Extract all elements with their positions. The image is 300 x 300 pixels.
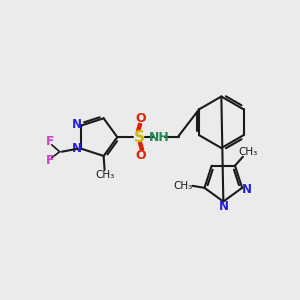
Text: F: F xyxy=(46,154,54,167)
Text: N: N xyxy=(242,183,252,196)
Text: O: O xyxy=(136,112,146,125)
Text: N: N xyxy=(219,200,229,213)
Text: CH₃: CH₃ xyxy=(173,181,192,191)
Text: S: S xyxy=(134,130,145,145)
Text: CH₃: CH₃ xyxy=(238,147,257,157)
Text: N: N xyxy=(71,142,82,155)
Text: O: O xyxy=(136,149,146,162)
Text: F: F xyxy=(46,135,54,148)
Text: NH: NH xyxy=(148,130,169,144)
Text: CH₃: CH₃ xyxy=(95,170,114,180)
Text: N: N xyxy=(71,118,82,131)
